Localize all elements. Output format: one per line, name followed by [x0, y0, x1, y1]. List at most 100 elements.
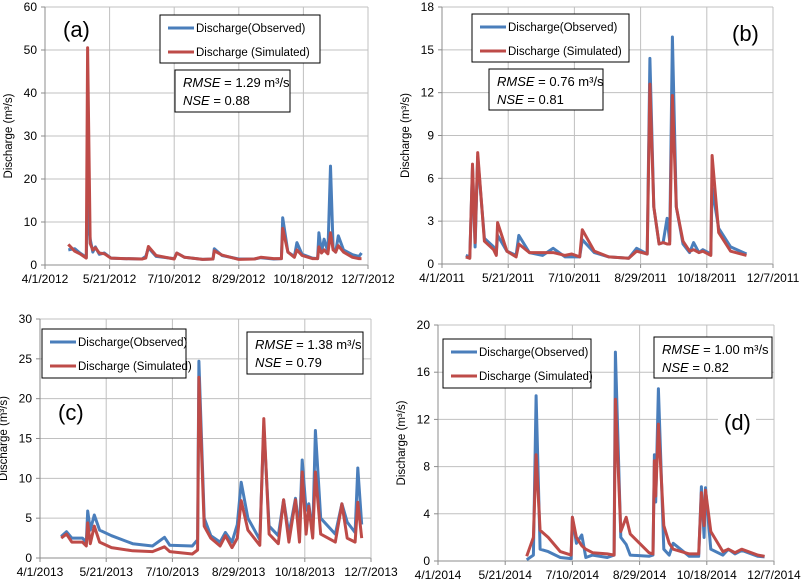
- x-tick-label: 12/7/2011: [747, 271, 800, 285]
- x-tick-label: 7/10/2012: [148, 272, 202, 286]
- x-tick-label: 8/29/2012: [212, 272, 266, 286]
- y-tick-label: 30: [24, 129, 38, 143]
- panel-label: (d): [724, 410, 751, 435]
- legend-box: [471, 13, 630, 63]
- series-line-simulated: [525, 397, 765, 558]
- legend-label-simulated: Discharge (Simulated): [508, 46, 622, 58]
- rmse-text: RMSE = 1.00 m³/s: [662, 342, 769, 357]
- y-tick-label: 50: [24, 43, 38, 57]
- legend-label-observed: Discharge(Observed): [78, 337, 187, 349]
- y-tick-label: 0: [30, 258, 37, 272]
- stats-box-frame: [653, 336, 773, 379]
- panel-label-background: [718, 410, 756, 438]
- y-axis-label: Discharge (m³/s): [396, 400, 408, 485]
- legend-label-observed: Discharge(Observed): [479, 347, 588, 359]
- x-tick-label: 12/7/2014: [747, 568, 801, 582]
- y-tick-label: 12: [421, 86, 435, 100]
- x-tick-label: 10/18/2012: [273, 272, 333, 286]
- x-tick-label: 10/18/2014: [677, 568, 737, 582]
- x-tick-label: 7/10/2013: [146, 565, 200, 579]
- series-line-simulated: [60, 375, 364, 556]
- x-tick-label: 4/1/2012: [22, 272, 69, 286]
- y-tick-label: 60: [24, 0, 38, 14]
- x-tick-label: 4/1/2013: [17, 565, 64, 579]
- y-tick-label: 0: [25, 551, 32, 565]
- nse-value: = 0.79: [282, 355, 322, 370]
- legend-label-observed: Discharge(Observed): [508, 22, 617, 34]
- x-tick-label: 8/29/2011: [614, 271, 667, 285]
- panel-c: 0 5 10 15 20 25 30 4/1/2013 5/21/2013 7/10/2013 8/…: [0, 312, 398, 579]
- nse-value: = 0.81: [524, 92, 564, 107]
- legend-label-simulated: Discharge (Simulated): [196, 47, 310, 59]
- y-tick-label: 5: [25, 511, 32, 525]
- rmse-text: RMSE = 1.29 m³/s: [183, 75, 290, 90]
- legend-label-observed: Discharge(Observed): [196, 23, 305, 35]
- y-tick-label: 18: [421, 0, 435, 14]
- stats-box: RMSE = 1.29 m³/s NSE = 0.88: [174, 69, 291, 113]
- y-tick-label: 30: [19, 312, 33, 326]
- legend: Discharge(Observed) Discharge (Simulated): [442, 338, 593, 389]
- x-tick-label: 10/18/2011: [677, 271, 736, 285]
- x-tick-label: 7/10/2014: [546, 568, 600, 582]
- panel-d: 0 4 8 12 16 20 4/1/2014 5/21/2014 7/10/2014 8/29/…: [396, 318, 801, 582]
- rmse-value: = 0.76 m³/s: [535, 74, 604, 89]
- rmse-text: RMSE = 1.38 m³/s: [255, 337, 362, 352]
- rmse-label: RMSE: [255, 337, 293, 352]
- rmse-value: = 1.38 m³/s: [293, 337, 362, 352]
- y-tick-label: 8: [423, 460, 430, 474]
- y-tick-label: 0: [427, 257, 434, 271]
- x-tick-label: 8/29/2013: [212, 565, 266, 579]
- legend-label-simulated: Discharge (Simulated): [78, 361, 192, 373]
- x-tick-label: 4/1/2014: [415, 568, 462, 582]
- nse-label: NSE: [255, 355, 282, 370]
- legend-box: [41, 328, 187, 379]
- nse-value: = 0.88: [210, 93, 250, 108]
- y-tick-label: 10: [19, 471, 33, 485]
- series-line-simulated: [465, 82, 747, 260]
- panel-label-background: [726, 21, 764, 49]
- panel-label: (c): [58, 400, 84, 425]
- nse-text: NSE = 0.82: [662, 360, 729, 375]
- legend: Discharge(Observed) Discharge (Simulated): [471, 13, 630, 63]
- y-tick-label: 20: [19, 392, 33, 406]
- panel-label-background: [57, 17, 95, 45]
- x-tick-label: 12/7/2013: [344, 565, 398, 579]
- nse-value: = 0.82: [689, 360, 729, 375]
- y-tick-label: 20: [417, 318, 431, 332]
- y-axis-label: Discharge (m³/s): [3, 93, 15, 178]
- rmse-label: RMSE: [183, 75, 221, 90]
- rmse-text: RMSE = 0.76 m³/s: [497, 74, 604, 89]
- y-axis-label: Discharge (m³/s): [0, 396, 10, 481]
- x-tick-label: 4/1/2011: [419, 271, 465, 285]
- rmse-value: = 1.00 m³/s: [700, 342, 769, 357]
- x-tick-label: 8/29/2014: [613, 568, 667, 582]
- nse-label: NSE: [497, 92, 524, 107]
- y-tick-label: 9: [427, 129, 434, 143]
- rmse-value: = 1.29 m³/s: [221, 75, 290, 90]
- x-tick-label: 12/7/2012: [341, 272, 395, 286]
- y-tick-label: 20: [24, 172, 38, 186]
- x-tick-label: 5/21/2013: [80, 565, 134, 579]
- x-tick-label: 10/18/2013: [275, 565, 335, 579]
- panel-a: 0 10 20 30 40 50 60 4/1/2012 5/21/2012 7/10/2012 8…: [3, 0, 395, 286]
- stats-box: RMSE = 1.00 m³/s NSE = 0.82: [653, 336, 773, 379]
- panel-b: 0 3 6 9 12 15 18 4/1/2011 5/21/2011 7/10/2011 8/29…: [400, 0, 800, 285]
- y-tick-label: 12: [417, 412, 431, 426]
- y-tick-label: 4: [423, 507, 430, 521]
- y-tick-label: 0: [423, 554, 430, 568]
- y-tick-label: 40: [24, 86, 38, 100]
- nse-text: NSE = 0.79: [255, 355, 322, 370]
- nse-text: NSE = 0.88: [183, 93, 250, 108]
- x-tick-label: 7/10/2011: [548, 271, 601, 285]
- rmse-label: RMSE: [497, 74, 535, 89]
- y-tick-label: 6: [427, 171, 434, 185]
- y-tick-label: 16: [417, 365, 431, 379]
- y-tick-label: 15: [19, 432, 33, 446]
- nse-text: NSE = 0.81: [497, 92, 564, 107]
- y-tick-label: 15: [421, 43, 435, 57]
- series-line-observed: [68, 164, 363, 261]
- y-axis-label: Discharge (m³/s): [400, 93, 412, 178]
- x-tick-label: 5/21/2014: [479, 568, 533, 582]
